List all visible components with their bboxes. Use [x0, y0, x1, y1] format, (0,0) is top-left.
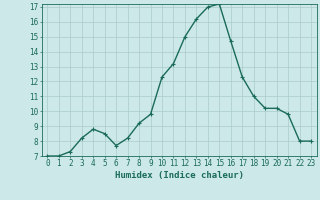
X-axis label: Humidex (Indice chaleur): Humidex (Indice chaleur)	[115, 171, 244, 180]
